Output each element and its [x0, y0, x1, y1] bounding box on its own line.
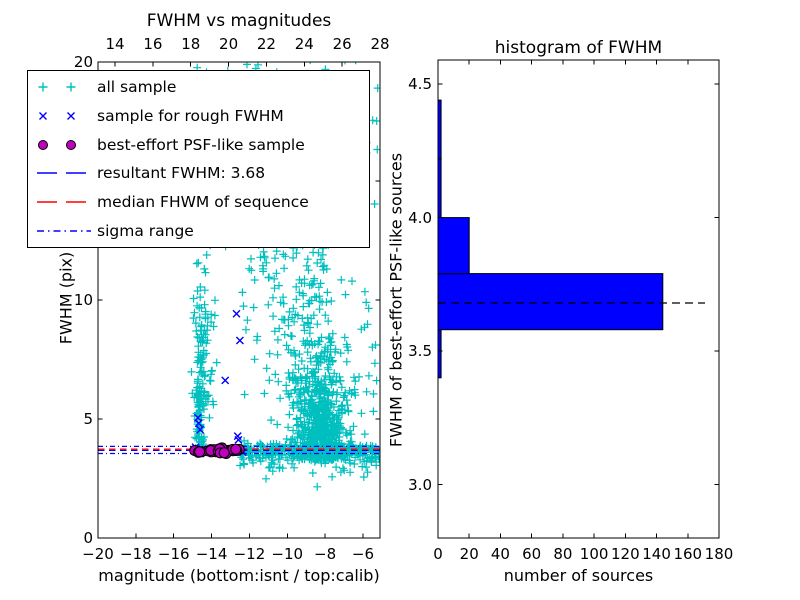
right-x-tick-label: 100	[579, 545, 609, 563]
calib-x-tick-label: 20	[219, 35, 239, 53]
circle-marker-icon	[38, 139, 76, 150]
left-x-tick-label: −6	[351, 545, 375, 563]
left-x-tick-label: −14	[195, 545, 228, 563]
left-x-tick-label: −18	[120, 545, 152, 563]
left-x-tick-label: −20	[82, 545, 114, 563]
right-x-tick-label: 120	[611, 545, 640, 563]
dashdot-line-icon	[37, 229, 91, 232]
calib-x-tick-label: 28	[370, 35, 390, 53]
legend-label: sigma range	[97, 221, 194, 240]
calib-x-tick-label: 18	[181, 35, 201, 53]
axis-ticks	[97, 60, 720, 539]
right-y-tick-label: 4.5	[408, 75, 432, 94]
legend-label: resultant FWHM: 3.68	[97, 164, 266, 183]
left-x-tick-label: −16	[157, 545, 190, 563]
right-plot-data	[438, 99, 705, 379]
right-y-tick-label: 4.0	[408, 208, 432, 227]
plus-marker-icon	[38, 82, 76, 92]
left-y-tick-label: 5	[83, 410, 93, 428]
calib-x-tick-label: 24	[294, 35, 314, 53]
dashed-line-icon	[37, 172, 91, 175]
calib-x-tick-label: 26	[332, 35, 352, 53]
legend-item-sigma-range: sigma range	[33, 218, 369, 244]
left-y-tick-label: 20	[73, 53, 93, 71]
legend-item-resultant-fwhm: resultant FWHM: 3.68	[33, 160, 369, 186]
legend-label: sample for rough FWHM	[97, 106, 284, 125]
psf-sample-marker	[230, 443, 242, 455]
calib-x-tick-label: 22	[256, 35, 276, 53]
legend-item-rough-sample: sample for rough FWHM	[33, 103, 369, 129]
right-x-tick-label: 20	[459, 545, 479, 563]
right-plot-ylabel: FWHM of best-effort PSF-like sources	[386, 152, 406, 448]
psf-sample-marker	[194, 446, 206, 458]
right-x-tick-label: 0	[433, 545, 443, 563]
right-y-tick-label: 3.5	[408, 342, 432, 361]
dashed-line-icon	[37, 201, 91, 203]
right-x-tick-label: 60	[522, 545, 542, 563]
legend-item-all-sample: all sample	[33, 74, 369, 100]
histogram-bar	[438, 99, 442, 160]
x-marker-icon	[39, 111, 75, 120]
legend-label: all sample	[97, 78, 177, 97]
legend-item-median-fhwm: median FHWM of sequence	[33, 189, 369, 215]
left-plot-title: FWHM vs magnitudes	[146, 11, 332, 31]
psf-sample-marker	[218, 447, 230, 459]
right-x-tick-label: 180	[704, 545, 734, 563]
histogram-bar	[438, 217, 470, 275]
left-plot-ylabel: FWHM (pix)	[56, 251, 76, 345]
left-x-tick-label: −8	[314, 545, 337, 563]
legend-item-psf-sample: best-effort PSF-like sample	[33, 132, 369, 158]
right-y-tick-label: 3.0	[408, 475, 432, 494]
left-plot-data	[98, 62, 380, 491]
right-x-tick-label: 140	[642, 545, 671, 563]
left-x-tick-label: −10	[271, 545, 304, 563]
left-x-tick-label: −12	[233, 545, 266, 563]
right-x-tick-label: 40	[490, 545, 510, 563]
legend-label: best-effort PSF-like sample	[97, 135, 305, 154]
left-plot-xlabel: magnitude (bottom:isnt / top:calib)	[98, 566, 380, 585]
histogram-bar	[438, 273, 664, 331]
right-x-tick-label: 80	[553, 545, 573, 563]
legend-label: median FHWM of sequence	[97, 192, 309, 211]
left-y-tick-label: 0	[83, 529, 93, 547]
calib-x-tick-label: 16	[143, 35, 163, 53]
legend: all sample sample for rough FWHM best-ef…	[27, 70, 370, 248]
left-y-tick-label: 10	[73, 291, 93, 309]
calib-x-tick-label: 14	[105, 35, 125, 53]
right-plot-xlabel: number of sources	[503, 566, 654, 585]
right-plot-title: histogram of FWHM	[494, 38, 663, 58]
right-x-tick-label: 160	[673, 545, 703, 563]
